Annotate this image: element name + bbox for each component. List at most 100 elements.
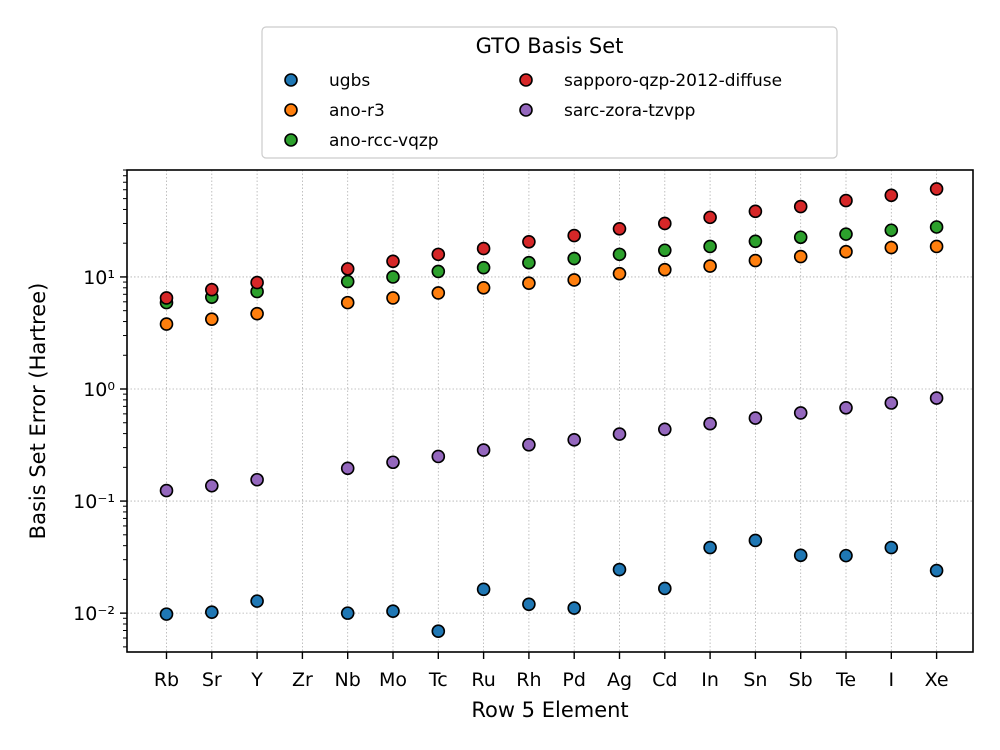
- legend-label: ano-rcc-vqzp: [329, 131, 439, 151]
- data-point: [657, 581, 672, 596]
- x-tick-label: Pd: [562, 669, 586, 691]
- x-tick-label: Rh: [516, 669, 541, 691]
- data-point: [567, 601, 582, 615]
- data-point: [793, 199, 808, 214]
- x-tick-label: Cd: [652, 669, 677, 691]
- x-axis-title: Row 5 Element: [471, 698, 628, 722]
- data-point: [748, 253, 763, 268]
- data-point: [386, 254, 400, 269]
- legend-label: ugbs: [329, 71, 370, 91]
- data-point: [793, 406, 808, 420]
- data-point: [340, 606, 355, 620]
- data-point: [431, 286, 446, 300]
- legend-marker: [284, 73, 298, 87]
- data-point: [250, 594, 264, 608]
- x-tick-label: In: [701, 669, 719, 691]
- series-ugbs: [159, 533, 944, 638]
- data-point: [476, 260, 491, 275]
- data-point: [612, 427, 627, 441]
- x-tick-label: Te: [835, 669, 856, 691]
- data-point: [657, 216, 672, 231]
- y-axis-title: Basis Set Error (Hartree): [26, 283, 50, 540]
- data-point: [250, 275, 264, 290]
- data-point: [748, 234, 763, 249]
- data-point: [431, 449, 446, 464]
- data-point: [522, 276, 536, 290]
- data-point: [703, 540, 717, 555]
- data-point: [567, 273, 582, 287]
- data-point: [929, 220, 944, 234]
- data-point: [657, 243, 672, 258]
- data-point: [159, 291, 174, 305]
- data-point: [839, 400, 853, 415]
- data-point: [657, 422, 672, 437]
- data-point: [340, 274, 355, 289]
- x-tick-label: Y: [250, 669, 263, 691]
- data-point: [340, 295, 355, 310]
- data-point: [884, 240, 899, 255]
- data-point: [929, 182, 944, 196]
- data-point: [386, 455, 400, 470]
- data-point: [612, 266, 627, 281]
- x-axis-ticks: Rb Sr Y Zr Nb Mo Tc Ru Rh Pd Ag Cd In Sn Sb Te I Xe: [154, 652, 949, 691]
- data-point: [612, 247, 627, 262]
- data-point: [205, 312, 219, 326]
- data-point: [431, 264, 446, 279]
- data-point: [567, 433, 582, 447]
- data-point: [793, 249, 808, 264]
- legend-frame: [261, 26, 838, 159]
- y-axis-ticks: 10⁻² 10⁻¹ 10⁰ 10¹: [73, 169, 127, 648]
- data-point: [386, 270, 400, 284]
- data-point: [522, 255, 536, 270]
- x-tick-label: I: [888, 669, 894, 691]
- legend: GTO Basis Set ugbs ano-r3 ano-rcc-vqzp sapp…: [261, 26, 838, 159]
- legend-items: ugbs ano-r3 ano-rcc-vqzp sapporo-qzp-2012-d…: [284, 71, 782, 151]
- data-point: [250, 472, 264, 487]
- legend-label: ano-r3: [329, 101, 385, 121]
- series-sarc-zora-tzvpp: [159, 391, 944, 498]
- data-point: [159, 317, 174, 331]
- data-point: [476, 443, 491, 457]
- data-point: [793, 230, 808, 245]
- data-point: [431, 624, 446, 638]
- data-point: [839, 227, 853, 241]
- x-tick-label: Ag: [607, 669, 632, 691]
- y-tick-label: 10¹: [83, 267, 115, 289]
- data-point: [205, 478, 219, 493]
- data-point: [205, 605, 219, 619]
- data-point: [703, 416, 717, 431]
- data-point: [522, 234, 536, 249]
- series-ano-r3: [159, 239, 944, 331]
- data-point: [929, 391, 944, 405]
- data-point: [884, 223, 899, 238]
- data-point: [159, 483, 174, 498]
- data-point: [748, 533, 763, 548]
- x-tick-label: Nb: [335, 669, 361, 691]
- data-points: [159, 182, 944, 638]
- x-tick-label: Xe: [925, 669, 949, 691]
- data-point: [340, 262, 355, 276]
- legend-label: sapporo-qzp-2012-diffuse: [564, 71, 782, 91]
- data-point: [159, 607, 174, 621]
- x-tick-label: Rb: [154, 669, 179, 691]
- x-tick-label: Sn: [743, 669, 767, 691]
- data-point: [522, 437, 536, 452]
- data-point: [205, 282, 219, 297]
- y-tick-label: 10⁰: [83, 379, 115, 401]
- data-point: [839, 244, 853, 259]
- data-point: [340, 461, 355, 476]
- data-point: [476, 241, 491, 256]
- data-point: [386, 291, 400, 305]
- data-point: [657, 262, 672, 277]
- grid-lines: [127, 170, 973, 652]
- data-point: [929, 239, 944, 254]
- plot-frame: [126, 169, 974, 653]
- x-tick-label: Zr: [292, 669, 313, 691]
- data-point: [839, 548, 853, 563]
- legend-label: sarc-zora-tzvpp: [564, 101, 695, 121]
- y-tick-label: 10⁻¹: [73, 491, 115, 513]
- data-point: [522, 597, 536, 612]
- data-point: [748, 204, 763, 219]
- series-sapporo-qzp-2012-diffuse: [159, 182, 944, 305]
